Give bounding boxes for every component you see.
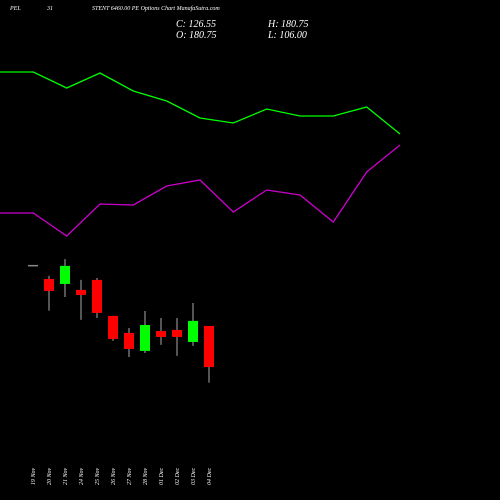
open-label: O: 180.75 [176, 30, 217, 41]
x-tick-label: 19 Nov [31, 467, 37, 485]
low-label: L: 106.00 [267, 30, 307, 41]
high-label: H: 180.75 [267, 19, 309, 30]
x-tick-label: 20 Nov [47, 467, 53, 485]
candle-body [108, 315, 118, 339]
candle-body [204, 325, 214, 368]
x-tick-label: 26 Nov [111, 467, 117, 485]
x-tick-label: 24 Nov [78, 467, 85, 485]
x-tick-label: 03 Dec [191, 468, 197, 485]
x-tick-label: 28 Nov [143, 467, 149, 485]
candle-body [140, 325, 150, 351]
candle-body [188, 320, 198, 342]
x-tick-label: 21 Nov [63, 467, 69, 485]
expiry: 31 [46, 6, 53, 12]
candle-body [44, 278, 54, 291]
close-label: C: 126.55 [176, 19, 216, 30]
candle-body [124, 332, 134, 349]
chart-title: STENT 6460.00 PE Options Chart ManafaSut… [92, 5, 220, 12]
candle-body [156, 331, 166, 337]
indicator-line [0, 144, 401, 237]
candle-body [76, 289, 86, 295]
candle-body [92, 279, 102, 313]
x-tick-label: 02 Dec [175, 468, 181, 485]
candle-body [60, 265, 70, 284]
indicator-line [0, 71, 401, 135]
x-tick-label: 27 Nov [127, 467, 133, 485]
x-tick-label: 01 Dec [159, 468, 165, 485]
candle-body [172, 329, 182, 337]
symbol: PEL [9, 6, 21, 12]
candle-body [28, 264, 38, 267]
x-tick-label: 04 Dec [206, 468, 213, 485]
x-tick-label: 25 Nov [95, 467, 101, 485]
